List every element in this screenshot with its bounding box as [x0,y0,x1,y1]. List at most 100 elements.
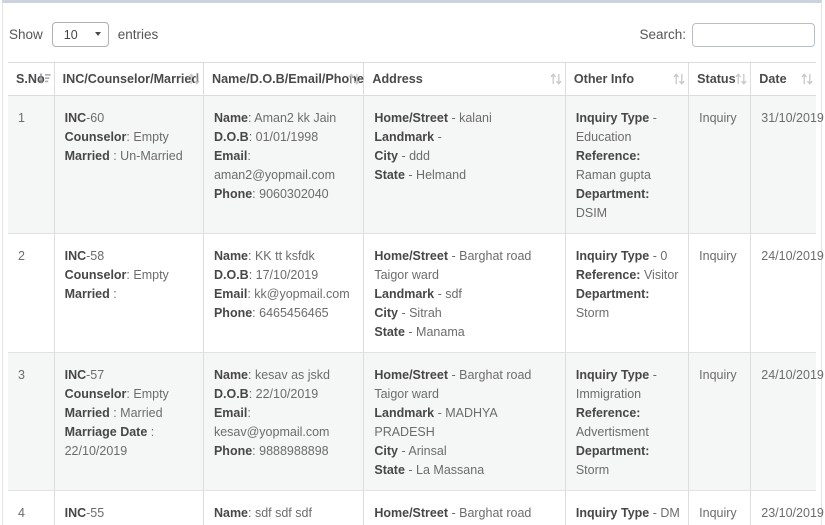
field-label: Name [213,506,249,520]
field-value: : 6465456465 [252,306,329,320]
field-line: Phone: 9060302040 [214,185,358,204]
cell-date: 24/10/2019 [750,352,824,491]
table-row: 3 INC-57 Counselor: Empty Married : Married… [8,352,824,491]
search-input[interactable] [692,22,815,47]
field-label: Married [64,287,110,301]
field-label: Reference: [575,406,641,420]
cell-address: Home/Street - Barghat road Taigor wardLa… [363,490,566,525]
field-value: : Un-Married [109,149,183,163]
field-line: Name: sdf sdf sdf [214,504,358,523]
column-label: S.No [16,72,45,86]
field-label: Landmark [374,406,435,420]
field-line: Married : Married [65,404,198,423]
field-line: State - La Massana [374,461,559,480]
field-value: DSIM [575,206,608,220]
field-line: INC-55 [65,504,198,523]
cell-name-dob-email-phone: Name: sdf sdf sdfD.O.B: 15/10/2019Email:… [202,490,364,525]
field-value: : sdf sdf sdf [248,506,312,520]
status-value: Inquiry [699,249,737,263]
field-value: : 9888988898 [252,444,329,458]
field-value: - La Massana [404,463,485,477]
field-line: D.O.B: 22/10/2019 [214,385,358,404]
cell-status: Inquiry [688,95,751,234]
sno-value: 1 [18,111,25,125]
field-label: INC [64,368,87,382]
field-line: Email: kk@yopmail.com [214,285,358,304]
field-label: Phone [213,444,253,458]
cell-sno: 4 [8,491,54,525]
field-value: : Empty [126,387,169,401]
column-header-status[interactable]: Status [688,62,751,96]
field-label: Department: [575,444,650,458]
field-line: Phone: 9888988898 [214,442,358,461]
cell-sno: 1 [8,96,54,234]
column-header-other-info[interactable]: Other Info [564,62,689,96]
field-value: Raman gupta [575,168,651,182]
field-value: : kesav@yopmail.com [213,406,330,439]
table-row: 1 INC-60 Counselor: Empty Married : Un-Marr… [8,95,824,234]
field-label: Name [213,111,249,125]
field-line: Landmark - [374,128,559,147]
entries-label: entries [117,27,159,42]
page-length-select[interactable]: 10 [51,22,109,47]
field-label: State [374,463,405,477]
column-header-inc-counselor-married[interactable]: INC/Counselor/Married [53,62,204,96]
field-label: Email [213,406,248,420]
table-row: 2 INC-58 Counselor: Empty Married : Name: KK… [8,233,824,353]
cell-status: Inquiry [688,490,751,525]
field-line: D.O.B: 17/10/2019 [214,266,358,285]
cell-other-info: Inquiry Type - 0 Reference: Visitor Depa… [564,233,689,353]
column-label: Date [759,72,787,86]
date-value: 24/10/2019 [761,249,824,263]
field-label: Counselor [64,268,127,282]
field-line: INC-57 [65,366,198,385]
field-label: Home/Street [374,249,448,263]
field-line: Phone: 6465456465 [214,304,358,323]
field-label: State [374,168,405,182]
field-label: INC [64,249,87,263]
cell-status: Inquiry [688,233,751,353]
field-line: Home/Street - Barghat road Taigor ward [374,247,559,285]
table-controls: Show 10 entries Search: [9,22,815,47]
field-value: -57 [86,368,105,382]
column-header-s-no[interactable]: S.No [8,62,55,96]
search-label: Search: [639,27,686,42]
field-value: Storm [575,463,610,477]
field-value: - DM [649,506,680,520]
field-label: Department: [575,287,650,301]
field-line: Home/Street - Barghat road Taigor ward [374,366,559,404]
field-label: Department: [575,187,650,201]
column-header-address[interactable]: Address [363,62,566,96]
status-value: Inquiry [699,506,737,520]
field-line: Home/Street - Barghat road Taigor ward [374,504,559,525]
field-label: Name [213,249,249,263]
sort-both-icon [550,73,562,85]
field-value: - MADHYA PRADESH [374,406,498,439]
sort-amount-down-icon [38,73,51,85]
field-line: Married : Un-Married [65,147,198,166]
cell-name-dob-email-phone: Name: kesav as jskd D.O.B: 22/10/2019 Emai… [202,352,364,491]
field-label: Inquiry Type [575,506,650,520]
field-value: - Barghat road Taigor ward [374,368,532,401]
sno-value: 3 [18,368,25,382]
field-label: Married [64,149,110,163]
field-label: D.O.B [213,268,249,282]
cell-date: 31/10/2019 [750,95,824,234]
field-line: State - Helmand [374,166,559,185]
field-line: Email: kesav@yopmail.com [214,404,358,442]
field-value: Visitor [640,268,679,282]
cell-status: Inquiry [688,352,751,491]
cell-other-info: Inquiry Type - DM Reference: On Call Dep… [564,490,689,525]
column-header-date[interactable]: Date [750,62,816,96]
cell-name-dob-email-phone: Name: KK tt ksfdk D.O.B: 17/10/2019 Email:… [202,233,364,353]
field-label: Landmark [374,130,435,144]
field-label: Phone [213,187,253,201]
field-value: - Helmand [404,168,467,182]
field-label: City [374,444,398,458]
field-line: D.O.B: 01/01/1998 [214,128,358,147]
cell-sno: 2 [8,234,54,353]
field-line: Marriage Date : 22/10/2019 [65,423,198,461]
field-value: : Empty [126,268,169,282]
column-header-name-d-o-b-email-phone[interactable]: Name/D.O.B/Email/Phone [202,62,364,96]
